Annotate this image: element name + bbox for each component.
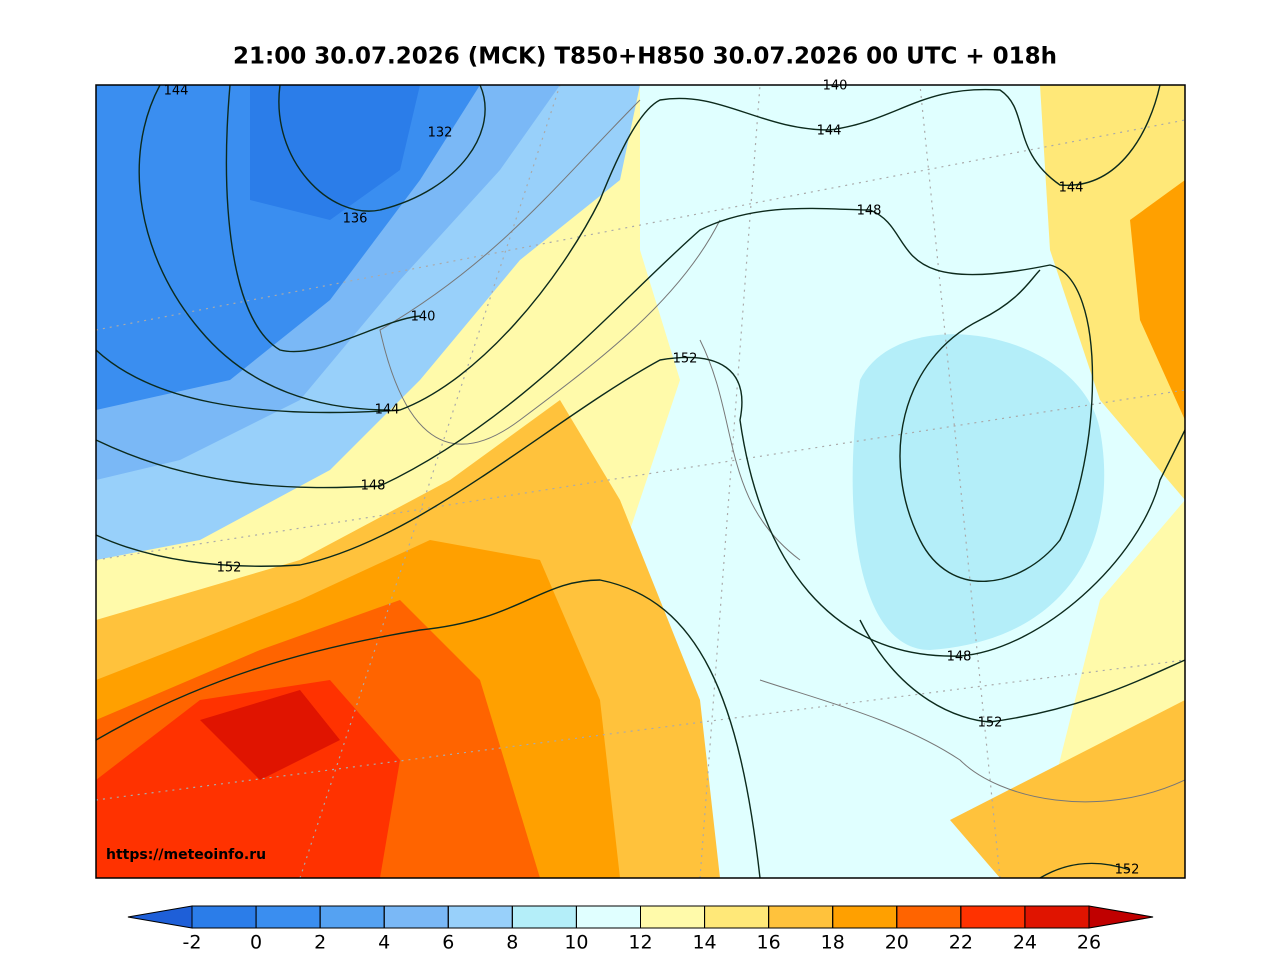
contour-label: 152 [673, 352, 698, 367]
colorbar-tick-label: 18 [821, 932, 845, 954]
colorbar-tick-label: 10 [564, 932, 588, 954]
colorbar-bin [191, 905, 257, 929]
colorbar-tick-label: 0 [250, 932, 262, 954]
colorbar-tick-label: 4 [378, 932, 390, 954]
contour-label: 144 [375, 403, 400, 418]
map-frame [95, 84, 1186, 879]
colorbar-bin [896, 905, 962, 929]
colorbar-bin [575, 905, 642, 929]
colorbar-tick-label: 26 [1077, 932, 1101, 954]
colorbar-tick-label: 22 [949, 932, 973, 954]
contour-label: 144 [817, 124, 842, 139]
contour-label: 152 [1115, 863, 1140, 878]
colorbar-bin [960, 905, 1026, 929]
contour-label: 148 [947, 650, 972, 665]
contour-label: 136 [343, 212, 368, 227]
colorbar-tick-label: 2 [314, 932, 326, 954]
colorbar-tick-label: 12 [628, 932, 652, 954]
title: 21:00 30.07.2026 (MCK) T850+H850 30.07.2… [233, 44, 1057, 70]
colorbar-tick-label: 14 [692, 932, 716, 954]
colorbar-bin [447, 905, 513, 929]
contour-label: 152 [217, 561, 242, 576]
colorbar-bin [255, 905, 321, 929]
colorbar-bin [704, 905, 770, 929]
colorbar-arrow-high [1088, 905, 1154, 929]
contour-label: 148 [361, 479, 386, 494]
colorbar-tick-label: 24 [1013, 932, 1037, 954]
contour-label: 144 [164, 84, 189, 99]
colorbar-bin [832, 905, 898, 929]
map: https://meteoinfo.ru [96, 85, 1185, 878]
contour-label: 144 [1059, 181, 1084, 196]
colorbar-tick-label: 6 [442, 932, 454, 954]
watermark: https://meteoinfo.ru [106, 847, 266, 863]
colorbar-bin [319, 905, 385, 929]
contour-label: 132 [428, 126, 453, 141]
colorbar-bin [511, 905, 577, 929]
colorbar-tick-label: -2 [183, 932, 202, 954]
contour-labels: 144 132 136 140 140 144 148 144 148 144 … [164, 79, 1140, 878]
contour-label: 140 [823, 79, 848, 94]
colorbar-bin [1024, 905, 1090, 929]
colorbar-tick-label: 8 [506, 932, 518, 954]
colorbar-tick-label: 20 [885, 932, 909, 954]
colorbar: -2 0 2 4 6 8 10 12 14 16 18 20 22 24 26 [127, 905, 1154, 954]
colorbar-arrow-low [127, 905, 193, 929]
contour-label: 152 [978, 716, 1003, 731]
contour-label: 140 [411, 310, 436, 325]
colorbar-tick-label: 16 [757, 932, 781, 954]
colorbar-bin [640, 905, 706, 929]
colorbar-bin [383, 905, 449, 929]
colorbar-bin [768, 905, 834, 929]
contour-label: 148 [857, 204, 882, 219]
